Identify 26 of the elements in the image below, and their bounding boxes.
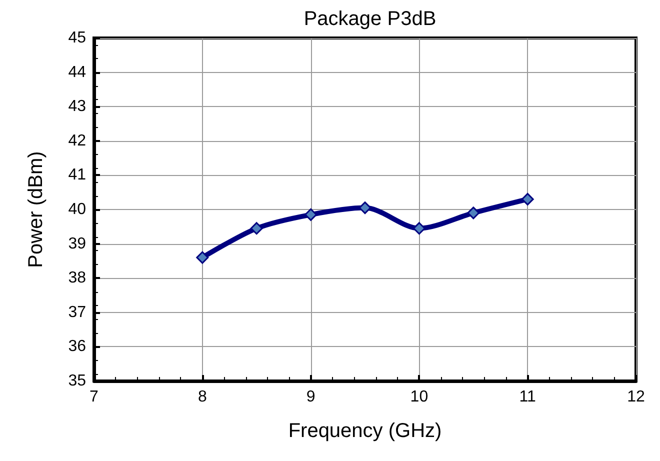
y-tick-label: 40 bbox=[68, 201, 86, 218]
y-tick-label: 44 bbox=[68, 64, 86, 81]
x-tick-label: 11 bbox=[519, 388, 536, 406]
x-tick-label: 10 bbox=[410, 388, 428, 406]
x-tick-label: 8 bbox=[198, 388, 207, 406]
x-tick-label: 7 bbox=[90, 388, 99, 406]
x-axis-title: Frequency (GHz) bbox=[288, 420, 442, 442]
y-tick-label: 35 bbox=[68, 372, 86, 390]
y-tick-label: 37 bbox=[68, 304, 86, 321]
x-tick-label: 12 bbox=[627, 388, 645, 406]
y-tick-label: 41 bbox=[68, 166, 86, 184]
chart-title: Package P3dB bbox=[304, 8, 436, 30]
y-tick-label: 36 bbox=[68, 338, 86, 356]
x-tick-label: 9 bbox=[306, 388, 316, 406]
point bbox=[412, 222, 426, 235]
point bbox=[196, 251, 209, 264]
point bbox=[521, 192, 534, 206]
y-tick-label: 38 bbox=[68, 270, 86, 287]
y-tick-label: 43 bbox=[68, 98, 86, 116]
y-tick-label: 45 bbox=[68, 30, 86, 46]
point bbox=[304, 208, 318, 221]
y-tick-label: 39 bbox=[68, 235, 86, 252]
point bbox=[467, 206, 480, 220]
point bbox=[250, 222, 263, 235]
y-axis-title: Power (dBm) bbox=[25, 151, 47, 268]
y-tick-label: 42 bbox=[68, 132, 86, 150]
